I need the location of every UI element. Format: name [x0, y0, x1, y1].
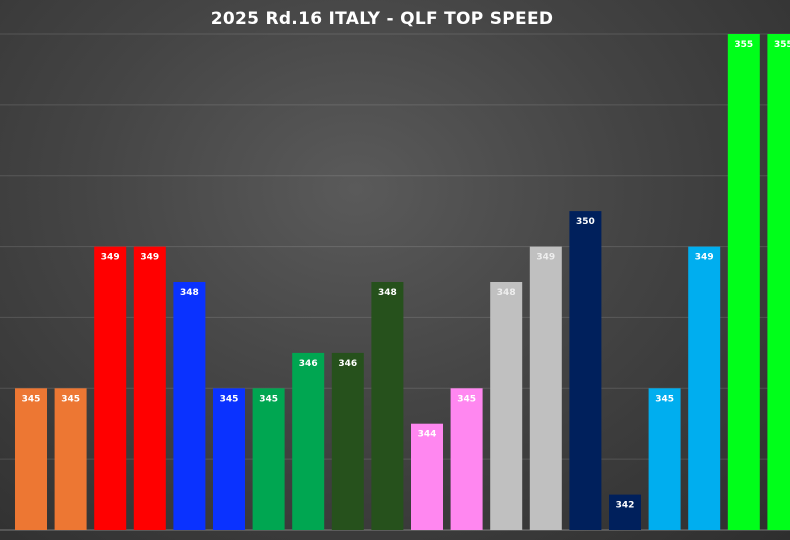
bar-13 [490, 282, 523, 530]
data-label-11: 344 [418, 430, 437, 440]
data-label-10: 348 [378, 288, 397, 298]
bar-1 [15, 388, 47, 530]
data-label-5: 348 [180, 288, 199, 298]
bar-12 [450, 388, 483, 530]
bar-8 [292, 352, 325, 530]
data-label-8: 346 [299, 359, 318, 369]
data-label-4: 349 [140, 253, 159, 263]
bar-18 [688, 246, 721, 530]
data-label-2: 345 [61, 394, 80, 404]
bar-11 [411, 423, 443, 530]
data-label-17: 345 [655, 394, 674, 404]
bar-2 [54, 388, 87, 530]
data-label-16: 342 [616, 501, 635, 511]
data-labels: 345 345 349 349 348 345 345 346 346 348 344 345 348 3… [22, 40, 790, 511]
data-label-13: 348 [497, 288, 516, 298]
data-label-1: 345 [22, 394, 41, 404]
bar-3 [94, 246, 127, 530]
bar-10 [371, 282, 404, 530]
bar-6 [213, 388, 245, 530]
data-label-20: 355 [774, 40, 790, 50]
bar-7 [252, 388, 285, 530]
data-label-7: 345 [259, 394, 278, 404]
data-label-12: 345 [457, 394, 476, 404]
chart-title: 2025 Rd.16 ITALY - QLF TOP SPEED [210, 9, 554, 29]
data-label-18: 349 [695, 253, 714, 263]
bar-16 [609, 494, 641, 530]
bar-9 [331, 352, 364, 530]
bar-15 [569, 211, 602, 530]
data-label-19: 355 [734, 40, 753, 50]
data-label-6: 345 [220, 394, 239, 404]
data-label-9: 346 [338, 359, 357, 369]
bar-17 [648, 388, 681, 530]
bar-4 [133, 246, 166, 530]
bar-14 [529, 246, 562, 530]
bar-19 [727, 34, 760, 530]
bars [15, 34, 790, 530]
data-label-15: 350 [576, 217, 595, 227]
bar-20 [767, 34, 790, 530]
data-label-3: 349 [101, 253, 120, 263]
bar-5 [173, 282, 206, 530]
data-label-14: 349 [536, 253, 555, 263]
